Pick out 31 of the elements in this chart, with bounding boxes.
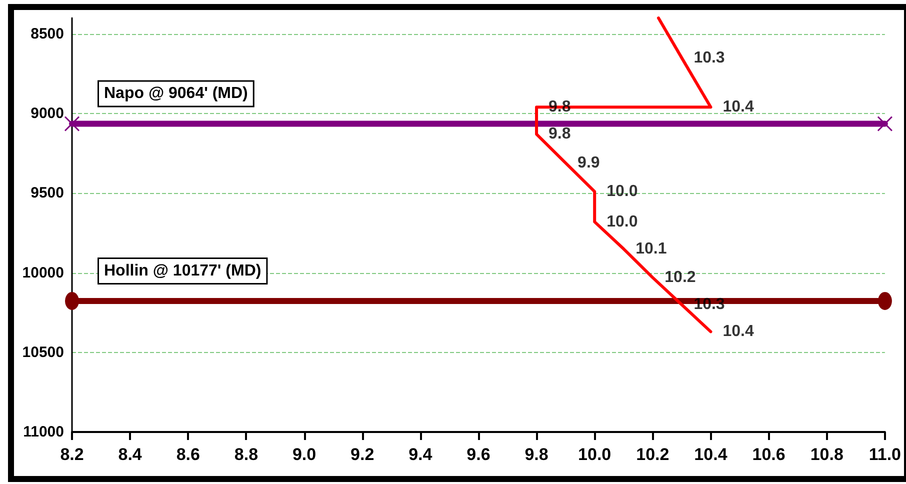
x-tick-label: 8.6 [176,445,200,464]
x-tick-label: 10.4 [694,445,728,464]
x-tick-label: 9.4 [408,445,433,464]
x-tick-label: 8.4 [118,445,142,464]
y-tick-label: 10500 [22,344,64,361]
x-tick-label: 10.8 [810,445,844,464]
x-tick-label: 9.6 [466,445,490,464]
x-tick-label: 9.0 [292,445,316,464]
annotation: 9.9 [578,154,600,172]
x-tick-label: 11.0 [868,445,902,464]
x-tick-label: 8.2 [60,445,84,464]
y-tick-label: 8500 [30,25,64,42]
y-tick-label: 11000 [23,424,64,440]
annotation: 10.1 [636,240,667,258]
series-label: Napo @ 9064' (MD) [104,85,248,102]
annotation: 10.4 [722,98,754,116]
x-tick-label: 10.0 [578,445,612,464]
y-tick-label: 9000 [30,105,64,122]
x-tick-label: 10.2 [636,445,670,464]
annotation: 10.4 [722,323,754,340]
annotation: 9.8 [548,126,571,143]
annotation: 10.2 [664,269,696,286]
annotation: 10.0 [606,213,638,230]
annotation: 10.3 [694,49,725,66]
x-tick-label: 10.6 [752,445,786,464]
series-label: Hollin @ 10177' (MD) [104,262,262,280]
x-tick-label: 8.8 [234,445,258,464]
x-tick-label: 9.2 [350,445,374,464]
y-tick-label: 9500 [30,184,64,202]
y-tick-label: 10000 [22,264,64,282]
x-tick-label: 9.8 [524,445,548,464]
